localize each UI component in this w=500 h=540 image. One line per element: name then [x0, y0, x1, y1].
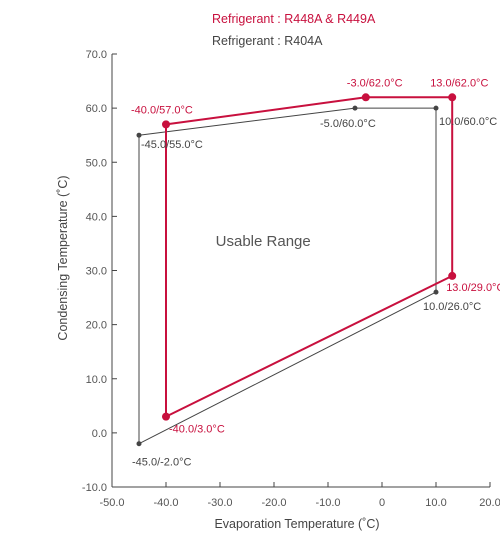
y-axis-title: Condensing Temperature (˚C) [56, 175, 70, 340]
series-group [136, 93, 457, 447]
r404a-point-label: -5.0/60.0°C [320, 118, 376, 130]
r448a-r449a-point [361, 93, 370, 102]
legend: Refrigerant : R448A & R449A Refrigerant :… [212, 12, 376, 48]
r404a-point-label: 10.0/60.0°C [439, 116, 497, 128]
r404a-point [136, 132, 142, 138]
r448a-r449a-point-label: -40.0/3.0°C [169, 424, 225, 436]
usable-range-label: Usable Range [216, 233, 311, 250]
y-tick-label: 60.0 [86, 103, 107, 115]
legend-r448a-r449a: Refrigerant : R448A & R449A [212, 12, 376, 26]
y-tick-label: 10.0 [86, 374, 107, 386]
r448a-r449a-point [448, 93, 457, 102]
x-tick-label: -20.0 [261, 497, 286, 509]
legend-r404a: Refrigerant : R404A [212, 34, 323, 48]
r404a-point [136, 441, 142, 447]
x-tick-label: -30.0 [207, 497, 232, 509]
y-tick-label: 30.0 [86, 266, 107, 278]
y-tick-label: 20.0 [86, 320, 107, 332]
x-tick-label: -40.0 [153, 497, 178, 509]
x-tick-label: -10.0 [315, 497, 340, 509]
r404a-point-label: -45.0/55.0°C [141, 139, 203, 151]
r404a-point-label: -45.0/-2.0°C [132, 457, 191, 469]
x-tick-label: 20.0 [479, 497, 500, 509]
r448a-r449a-point [162, 412, 170, 421]
x-axis-title: Evaporation Temperature (˚C) [214, 517, 379, 531]
axes: -10.0 0.0 10.0 20.0 30.0 40.0 50.0 60.0 70.0 -50.… [56, 49, 500, 531]
x-tick-label: 0 [379, 497, 385, 509]
point-labels: -40.0/57.0°C -3.0/62.0°C 13.0/62.0°C 13.0/2… [131, 77, 500, 468]
y-tick-label: -10.0 [82, 482, 107, 494]
x-tick-label: 10.0 [425, 497, 446, 509]
r448a-r449a-point-label: -40.0/57.0°C [131, 104, 193, 116]
r448a-r449a-point-label: -3.0/62.0°C [347, 77, 403, 89]
r404a-range-outline [138, 107, 437, 445]
r404a-point [433, 289, 439, 295]
r448a-r449a-point [162, 120, 170, 129]
r448a-r449a-range-outline [165, 96, 454, 418]
r404a-point [352, 105, 358, 111]
r404a-point [433, 105, 439, 111]
y-tick-label: 40.0 [86, 211, 107, 223]
y-tick-label: 50.0 [86, 157, 107, 169]
r448a-r449a-point-label: 13.0/62.0°C [430, 77, 488, 89]
y-tick-label: 70.0 [86, 49, 107, 61]
r448a-r449a-point-label: 13.0/29.0°C [446, 282, 500, 294]
y-tick-label: 0.0 [92, 428, 107, 440]
r448a-r449a-point [448, 271, 457, 280]
x-tick-label: -50.0 [99, 497, 124, 509]
r404a-point-label: 10.0/26.0°C [423, 301, 481, 313]
